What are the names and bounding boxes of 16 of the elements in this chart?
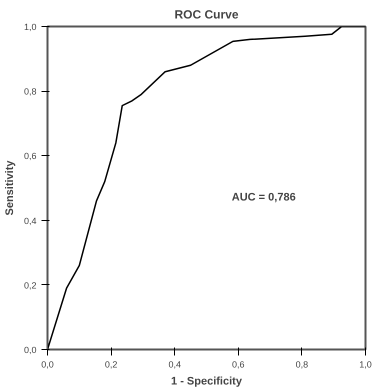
y-tick-label: 0,8: [24, 86, 37, 97]
x-tick-label: 0,4: [168, 360, 181, 370]
y-tick-label: 0,4: [24, 216, 37, 226]
y-tick-label: 0,6: [24, 151, 37, 162]
y-tick-label: 0,0: [24, 345, 37, 355]
x-axis-title: 1 - Specificity: [171, 376, 243, 388]
annotation: AUC = 0,786: [232, 192, 296, 204]
y-tick-label: 1,0: [24, 22, 37, 32]
y-axis-title: Sensitivity: [4, 160, 16, 216]
x-tick-label: 0,8: [296, 360, 308, 370]
chart-title: ROC Curve: [174, 8, 239, 22]
x-tick-label: 0,6: [232, 360, 245, 370]
x-tick-label: 1,0: [359, 360, 372, 370]
x-tick-label: 0,2: [104, 360, 118, 370]
y-tick-label: 0,2: [24, 280, 37, 290]
x-tick-label: 0,0: [41, 360, 54, 370]
